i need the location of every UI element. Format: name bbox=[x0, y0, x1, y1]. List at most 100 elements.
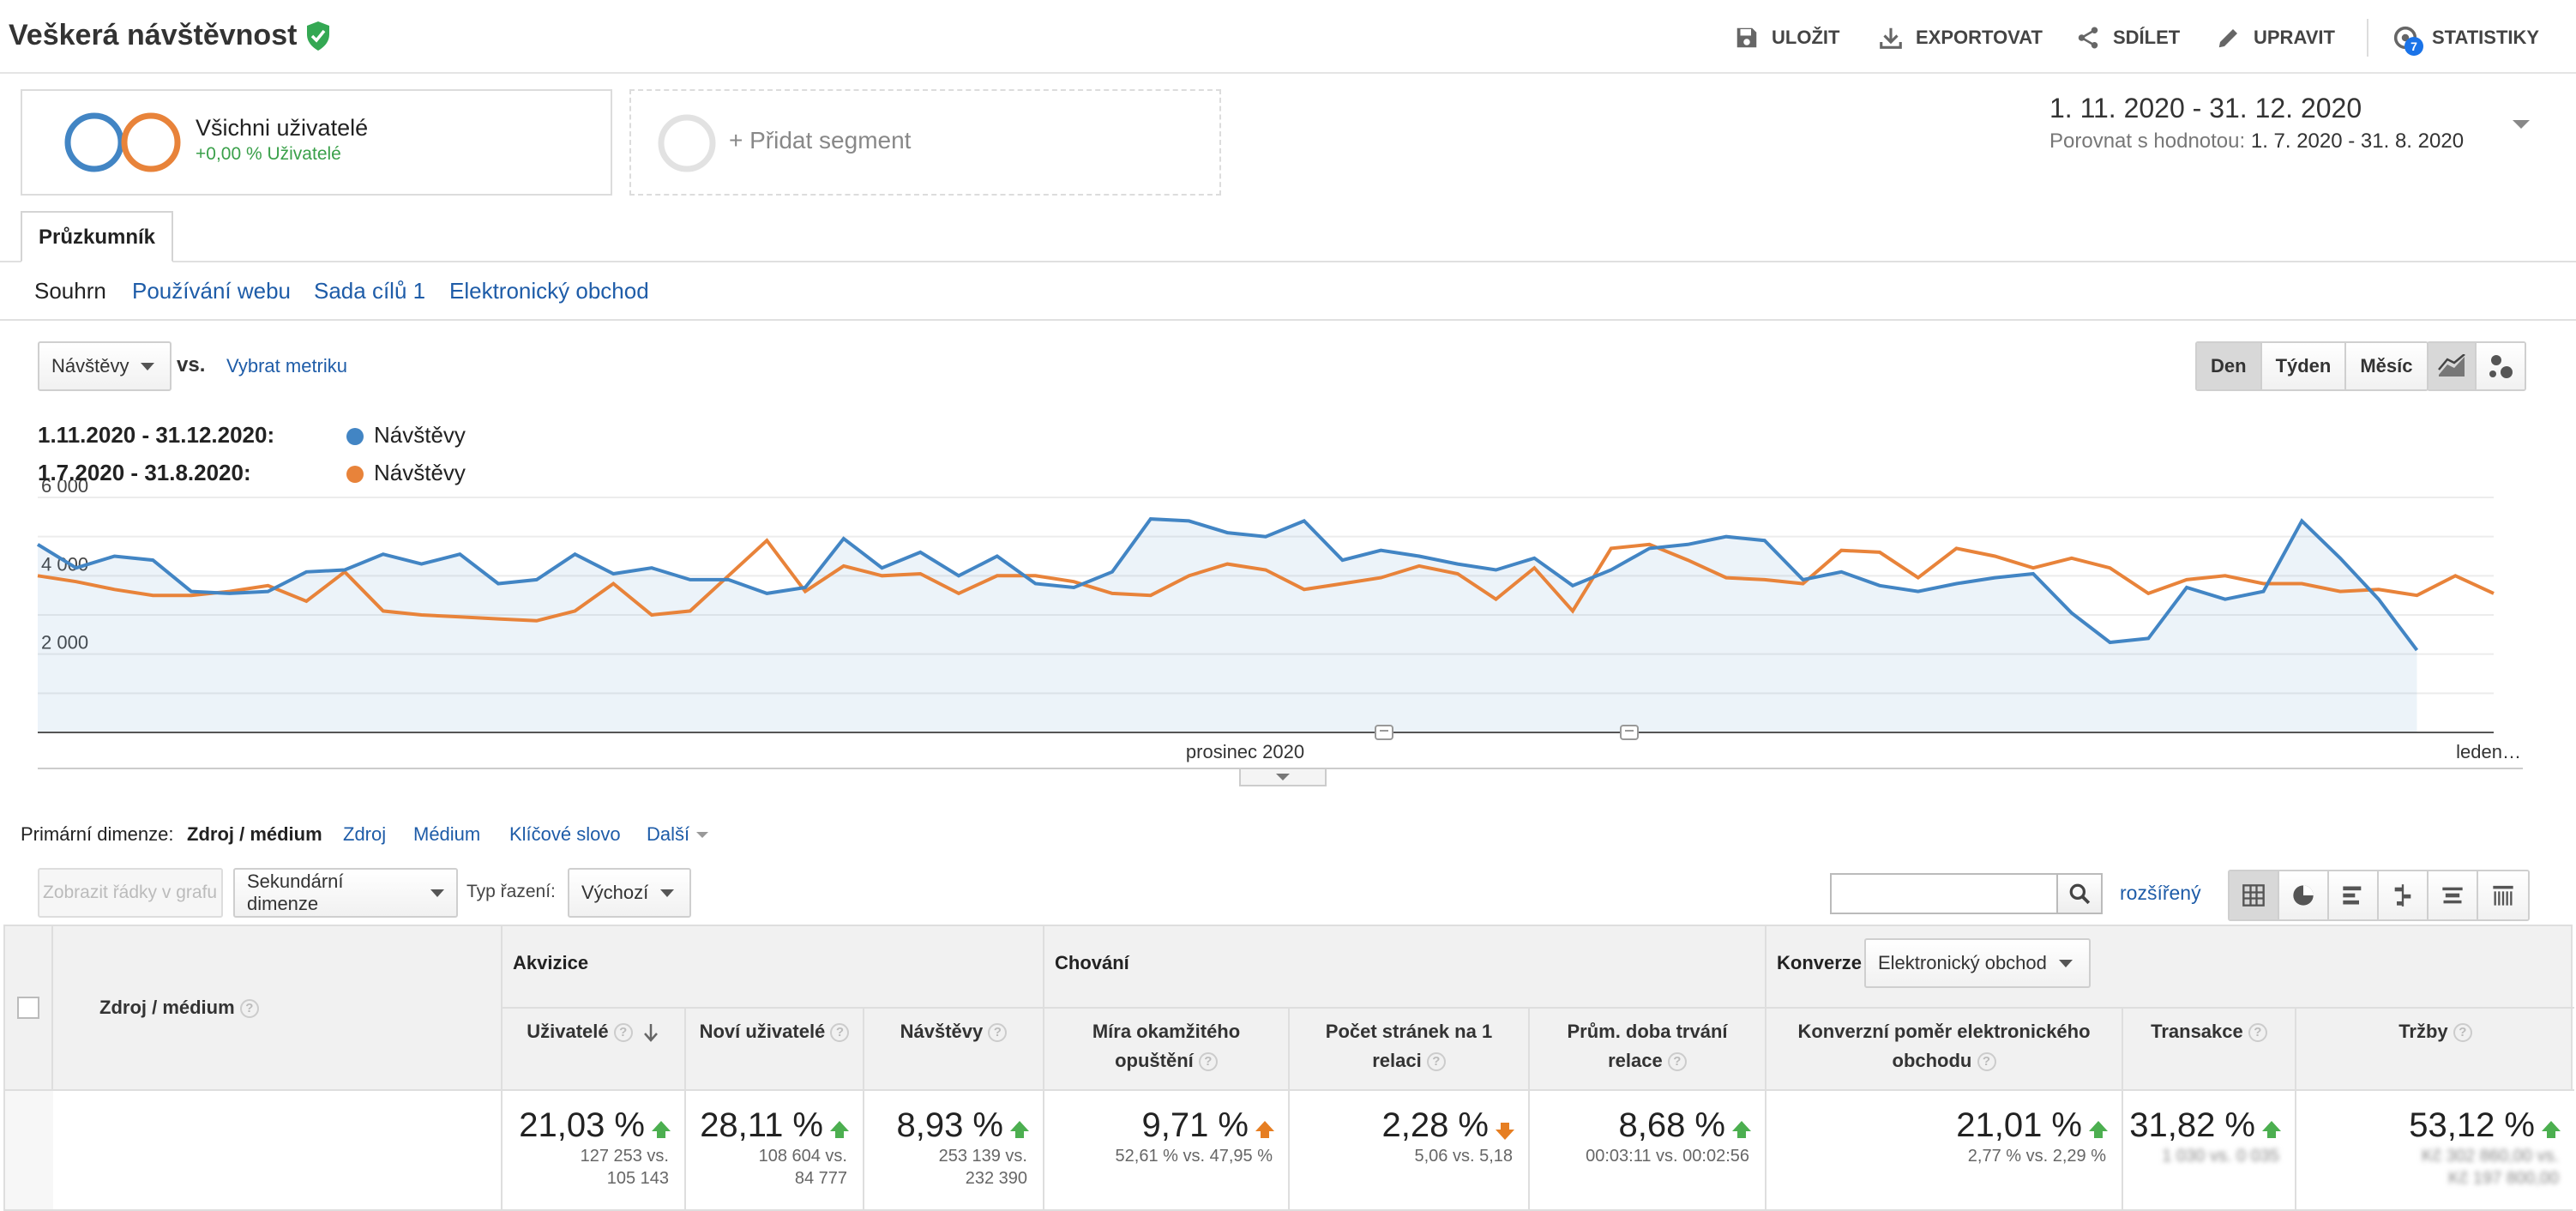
help-icon[interactable]: ? bbox=[830, 1023, 850, 1043]
help-icon[interactable]: ? bbox=[2248, 1023, 2267, 1043]
help-icon[interactable]: ? bbox=[613, 1023, 633, 1043]
metric-percent-change: 2,28 % bbox=[1381, 1106, 1489, 1144]
segment-name: Všichni uživatelé bbox=[196, 115, 369, 141]
help-icon[interactable]: ? bbox=[1667, 1052, 1687, 1072]
metric-column-header[interactable]: Návštěvy ? bbox=[863, 1009, 1043, 1089]
metric-column-header[interactable]: Prům. doba trvání relace ? bbox=[1528, 1009, 1765, 1089]
metric-column-header[interactable]: Konverzní poměr elektronického obchodu ? bbox=[1765, 1009, 2122, 1089]
metric-comparison-value: 1 030 vs. 0 035 bbox=[2162, 1147, 2279, 1166]
change-arrow-icon bbox=[1496, 1123, 1514, 1140]
line-chart-button[interactable] bbox=[2429, 343, 2477, 389]
subtab-ecommerce[interactable]: Elektronický obchod bbox=[449, 278, 649, 304]
header-divider bbox=[2367, 19, 2368, 57]
column-header-label: Tržby bbox=[2398, 1021, 2448, 1042]
metric-column-header[interactable]: Transakce ? bbox=[2122, 1009, 2295, 1089]
granularity-week[interactable]: Týden bbox=[2261, 343, 2347, 389]
metric-percent-change: 53,12 % bbox=[2409, 1106, 2535, 1144]
y-tick-label: 6 000 bbox=[41, 480, 88, 497]
advanced-filter-link[interactable]: rozšířený bbox=[2120, 882, 2201, 904]
page-title: Veškerá návštěvnost bbox=[9, 19, 298, 51]
metric-column-header[interactable]: Tržby ? bbox=[2295, 1009, 2574, 1089]
date-range-picker[interactable]: 1. 11. 2020 - 31. 12. 2020 Porovnat s ho… bbox=[2049, 93, 2530, 154]
dimension-column-header[interactable]: Zdroj / médium ? bbox=[99, 997, 259, 1019]
pivot-icon bbox=[2493, 885, 2513, 906]
insights-button[interactable]: 7 STATISTIKY bbox=[2391, 21, 2539, 56]
motion-chart-button[interactable] bbox=[2477, 343, 2525, 389]
help-icon[interactable]: ? bbox=[2453, 1023, 2472, 1043]
subtab-divider bbox=[0, 319, 2576, 321]
add-segment-button[interactable]: + Přidat segment bbox=[629, 89, 1221, 196]
view-performance-button[interactable] bbox=[2329, 871, 2379, 919]
current-series-line bbox=[36, 517, 2419, 652]
annotation-marker-icon[interactable] bbox=[1620, 725, 1639, 740]
conversion-caret-icon bbox=[2058, 959, 2073, 967]
secondary-dimension-select[interactable]: Sekundární dimenze bbox=[233, 868, 458, 918]
dimension-medium[interactable]: Médium bbox=[413, 823, 481, 845]
behavior-group: Chování bbox=[1043, 926, 1765, 1009]
y-tick-label: 2 000 bbox=[41, 632, 88, 654]
metric-column-header[interactable]: Počet stránek na 1 relaci ? bbox=[1288, 1009, 1528, 1089]
sort-descending-arrow-icon[interactable] bbox=[641, 1022, 660, 1043]
metric-column-header[interactable]: Uživatelé ? bbox=[501, 1009, 684, 1089]
edit-button[interactable]: UPRAVIT bbox=[2216, 21, 2335, 55]
metric-select[interactable]: Návštěvy bbox=[38, 341, 172, 391]
conversion-group: Konverze Elektronický obchod bbox=[1765, 926, 2574, 1009]
pencil-icon bbox=[2218, 29, 2237, 48]
help-icon[interactable]: ? bbox=[988, 1023, 1008, 1043]
share-icon bbox=[2078, 27, 2098, 49]
change-arrow-icon bbox=[2542, 1121, 2561, 1138]
dimension-keyword[interactable]: Klíčové slovo bbox=[509, 823, 621, 845]
granularity-day[interactable]: Den bbox=[2197, 343, 2262, 389]
conversion-type-select[interactable]: Elektronický obchod bbox=[1864, 938, 2091, 988]
metric-comparison-value: 52,61 % vs. 47,95 % bbox=[1115, 1147, 1273, 1166]
plot-rows-button[interactable]: Zobrazit řádky v grafu bbox=[38, 868, 223, 918]
metric-percent-change: 9,71 % bbox=[1141, 1106, 1249, 1144]
metric-comparison-value: 108 604 vs. bbox=[758, 1147, 847, 1166]
dimension-more-label: Další bbox=[647, 823, 690, 845]
view-comparison-button[interactable] bbox=[2379, 871, 2429, 919]
metric-percent-change: 28,11 % bbox=[700, 1106, 823, 1144]
table-search-input[interactable] bbox=[1830, 873, 2058, 914]
annotation-marker-icon[interactable] bbox=[1375, 725, 1393, 740]
save-button[interactable]: ULOŽIT bbox=[1734, 21, 1839, 55]
choose-metric-link[interactable]: Vybrat metriku bbox=[226, 355, 348, 377]
metric-column-header[interactable]: Noví uživatelé ? bbox=[684, 1009, 863, 1089]
sort-type-value: Výchozí bbox=[581, 882, 649, 903]
dimension-source-medium[interactable]: Zdroj / médium bbox=[187, 823, 322, 845]
dimension-more[interactable]: Další bbox=[647, 823, 709, 846]
metric-comparison-value-2: 105 143 bbox=[606, 1169, 669, 1188]
change-arrow-icon bbox=[652, 1121, 671, 1138]
granularity-month[interactable]: Měsíc bbox=[2346, 343, 2427, 389]
view-percentage-button[interactable] bbox=[2279, 871, 2329, 919]
metric-comparison-value: 00:03:11 vs. 00:02:56 bbox=[1586, 1147, 1749, 1166]
view-term-cloud-button[interactable] bbox=[2429, 871, 2478, 919]
change-arrow-icon bbox=[1732, 1121, 1751, 1138]
metric-total-cell: 8,68 % 00:03:11 vs. 00:02:56 bbox=[1528, 1089, 1765, 1209]
subtab-site-usage[interactable]: Používání webu bbox=[132, 278, 292, 304]
subtab-summary[interactable]: Souhrn bbox=[34, 278, 106, 304]
export-button[interactable]: EXPORTOVAT bbox=[1878, 21, 2043, 55]
grid-view-icon bbox=[2242, 884, 2265, 907]
metric-total-cell: 28,11 % 108 604 vs. 84 777 bbox=[684, 1089, 863, 1209]
select-all-checkbox[interactable] bbox=[17, 997, 39, 1019]
help-icon[interactable]: ? bbox=[239, 999, 259, 1019]
view-pivot-button[interactable] bbox=[2478, 871, 2528, 919]
help-icon[interactable]: ? bbox=[1198, 1052, 1218, 1072]
collapse-chart-handle[interactable] bbox=[1239, 768, 1327, 786]
share-button[interactable]: SDÍLET bbox=[2075, 21, 2180, 55]
dimension-source[interactable]: Zdroj bbox=[343, 823, 387, 845]
search-button[interactable] bbox=[2056, 873, 2103, 914]
table-view-toggle bbox=[2228, 870, 2530, 921]
subtab-goal-set-1[interactable]: Sada cílů 1 bbox=[314, 278, 426, 304]
help-icon[interactable]: ? bbox=[1977, 1052, 1996, 1072]
help-icon[interactable]: ? bbox=[1426, 1052, 1446, 1072]
metric-column-header[interactable]: Míra okamžitého opuštění ? bbox=[1043, 1009, 1288, 1089]
metric-total-cell: 2,28 % 5,06 vs. 5,18 bbox=[1288, 1089, 1528, 1209]
segment-all-users[interactable]: Všichni uživatelé +0,00 % Uživatelé bbox=[21, 89, 612, 196]
pie-chart-icon bbox=[2293, 885, 2314, 906]
sort-type-select[interactable]: Výchozí bbox=[568, 868, 691, 918]
dimension-header-label: Zdroj / médium bbox=[99, 997, 235, 1018]
tab-explorer[interactable]: Průzkumník bbox=[21, 211, 173, 262]
view-data-button[interactable] bbox=[2230, 871, 2279, 919]
date-range-chevron-down-icon[interactable] bbox=[2513, 120, 2530, 129]
